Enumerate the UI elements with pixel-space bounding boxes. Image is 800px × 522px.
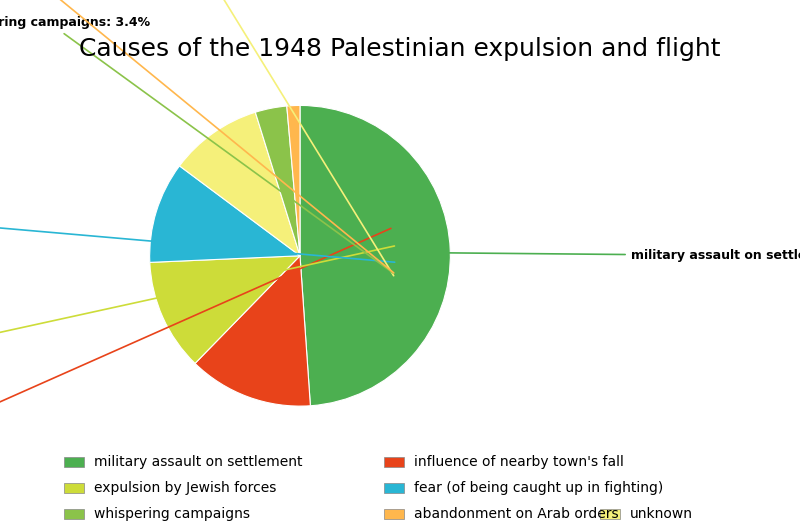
Text: Causes of the 1948 Palestinian expulsion and flight: Causes of the 1948 Palestinian expulsion… [79, 37, 721, 61]
Wedge shape [286, 105, 300, 256]
Text: influence of nearby town's fall: influence of nearby town's fall [414, 455, 624, 469]
Text: whispering campaigns: 3.4%: whispering campaigns: 3.4% [0, 16, 394, 274]
Wedge shape [255, 106, 300, 256]
Text: whispering campaigns: whispering campaigns [94, 507, 250, 521]
Wedge shape [300, 105, 450, 406]
Text: military assault on settlement: military assault on settlement [94, 455, 302, 469]
Text: expulsion by Jewish forces: expulsion by Jewish forces [94, 481, 276, 495]
Text: military assault on settlement: 48.9%: military assault on settlement: 48.9% [401, 250, 800, 262]
Text: fear (of being caught up in fighting): 10.9%: fear (of being caught up in fighting): 1… [0, 204, 394, 262]
Text: fear (of being caught up in fighting): fear (of being caught up in fighting) [414, 481, 663, 495]
Text: unknown: unknown [630, 507, 693, 521]
Wedge shape [150, 166, 300, 263]
Text: abandonment on Arab orders: 1.4%: abandonment on Arab orders: 1.4% [0, 0, 394, 273]
Text: expulsion by Jewish forces: 12.0%: expulsion by Jewish forces: 12.0% [0, 246, 394, 375]
Wedge shape [150, 256, 300, 363]
Wedge shape [179, 112, 300, 256]
Text: influence of nearby town's fall: 13.4%: influence of nearby town's fall: 13.4% [0, 228, 391, 488]
Text: abandonment on Arab orders: abandonment on Arab orders [414, 507, 618, 521]
Wedge shape [195, 256, 310, 406]
Text: unknown: 10.0%: unknown: 10.0% [138, 0, 394, 276]
